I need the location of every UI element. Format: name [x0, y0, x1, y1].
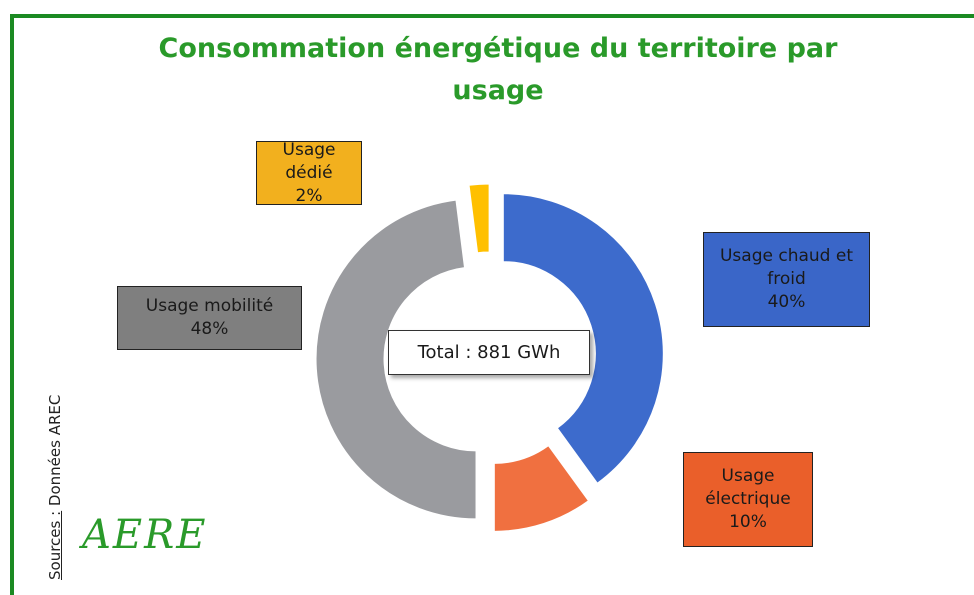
value-label: 48%	[190, 319, 229, 339]
category-label: Usage dédié	[282, 139, 336, 183]
category-label: Usage chaud et froid	[719, 246, 853, 289]
value-label: 40%	[767, 292, 806, 312]
donut-segment	[493, 445, 590, 532]
data-label: Usage électrique 10%	[683, 452, 813, 547]
donut-segment	[502, 193, 664, 484]
category-label: Usage électrique	[705, 466, 791, 509]
data-label: Usage mobilité 48%	[117, 286, 302, 350]
value-label: 10%	[729, 512, 767, 532]
donut-segment	[468, 183, 490, 254]
border	[10, 14, 974, 18]
category-label: Usage mobilité	[145, 296, 274, 316]
source-text: Données AREC	[46, 394, 64, 507]
data-label: Usage chaud et froid 40%	[703, 232, 870, 327]
source-label: Sources :	[46, 510, 64, 580]
border	[10, 14, 14, 595]
logo: AERE	[82, 512, 208, 558]
data-label: Usage dédié 2%	[256, 139, 362, 206]
value-label: 2%	[295, 185, 323, 206]
center-label: Total : 881 GWh	[388, 330, 590, 375]
source: Sources : Données AREC	[46, 395, 64, 580]
chart-title: Consommation énergétique du territoire p…	[158, 33, 838, 106]
donut-segment	[315, 199, 477, 520]
